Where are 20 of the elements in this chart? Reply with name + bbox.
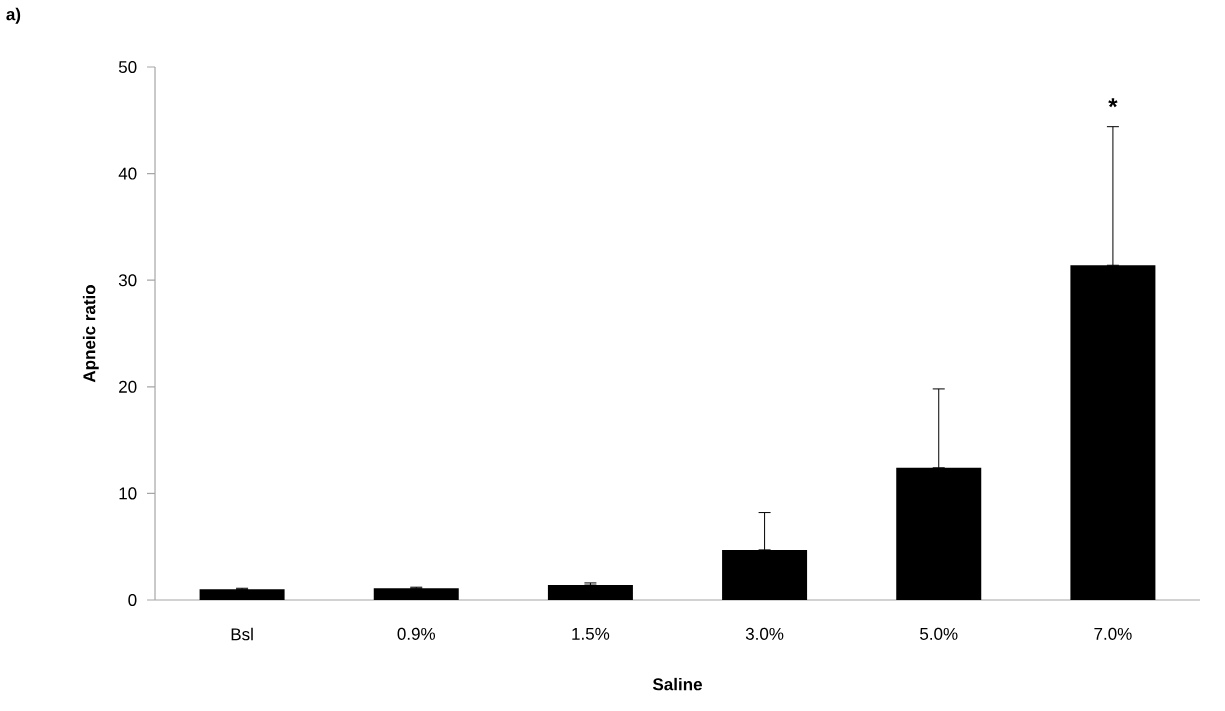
x-tick-label: Bsl xyxy=(231,627,253,641)
x-tick-label: 5.0% xyxy=(920,627,958,640)
x-tick-label: 3.0% xyxy=(745,627,784,640)
x-tick-label: 1.5% xyxy=(572,627,610,640)
x-tick-label: 7.0% xyxy=(1094,627,1132,640)
text: a) xyxy=(6,7,21,24)
bar xyxy=(373,588,459,600)
y-axis-title: Apneic ratio xyxy=(82,285,99,383)
y-tick-label: 40 xyxy=(118,167,137,180)
y-tick-label: 10 xyxy=(119,487,137,500)
bar xyxy=(199,589,285,600)
bar xyxy=(547,585,633,600)
x-axis-title: Saline xyxy=(652,677,702,691)
bar xyxy=(722,549,808,600)
y-tick-label: 0 xyxy=(128,593,137,607)
annotation: * xyxy=(1108,98,1118,108)
y-tick-label: 50 xyxy=(118,60,137,74)
x-tick-label: 0.9% xyxy=(397,627,436,640)
y-tick-label: 20 xyxy=(119,380,137,393)
y-tick-label: 30 xyxy=(118,274,137,287)
